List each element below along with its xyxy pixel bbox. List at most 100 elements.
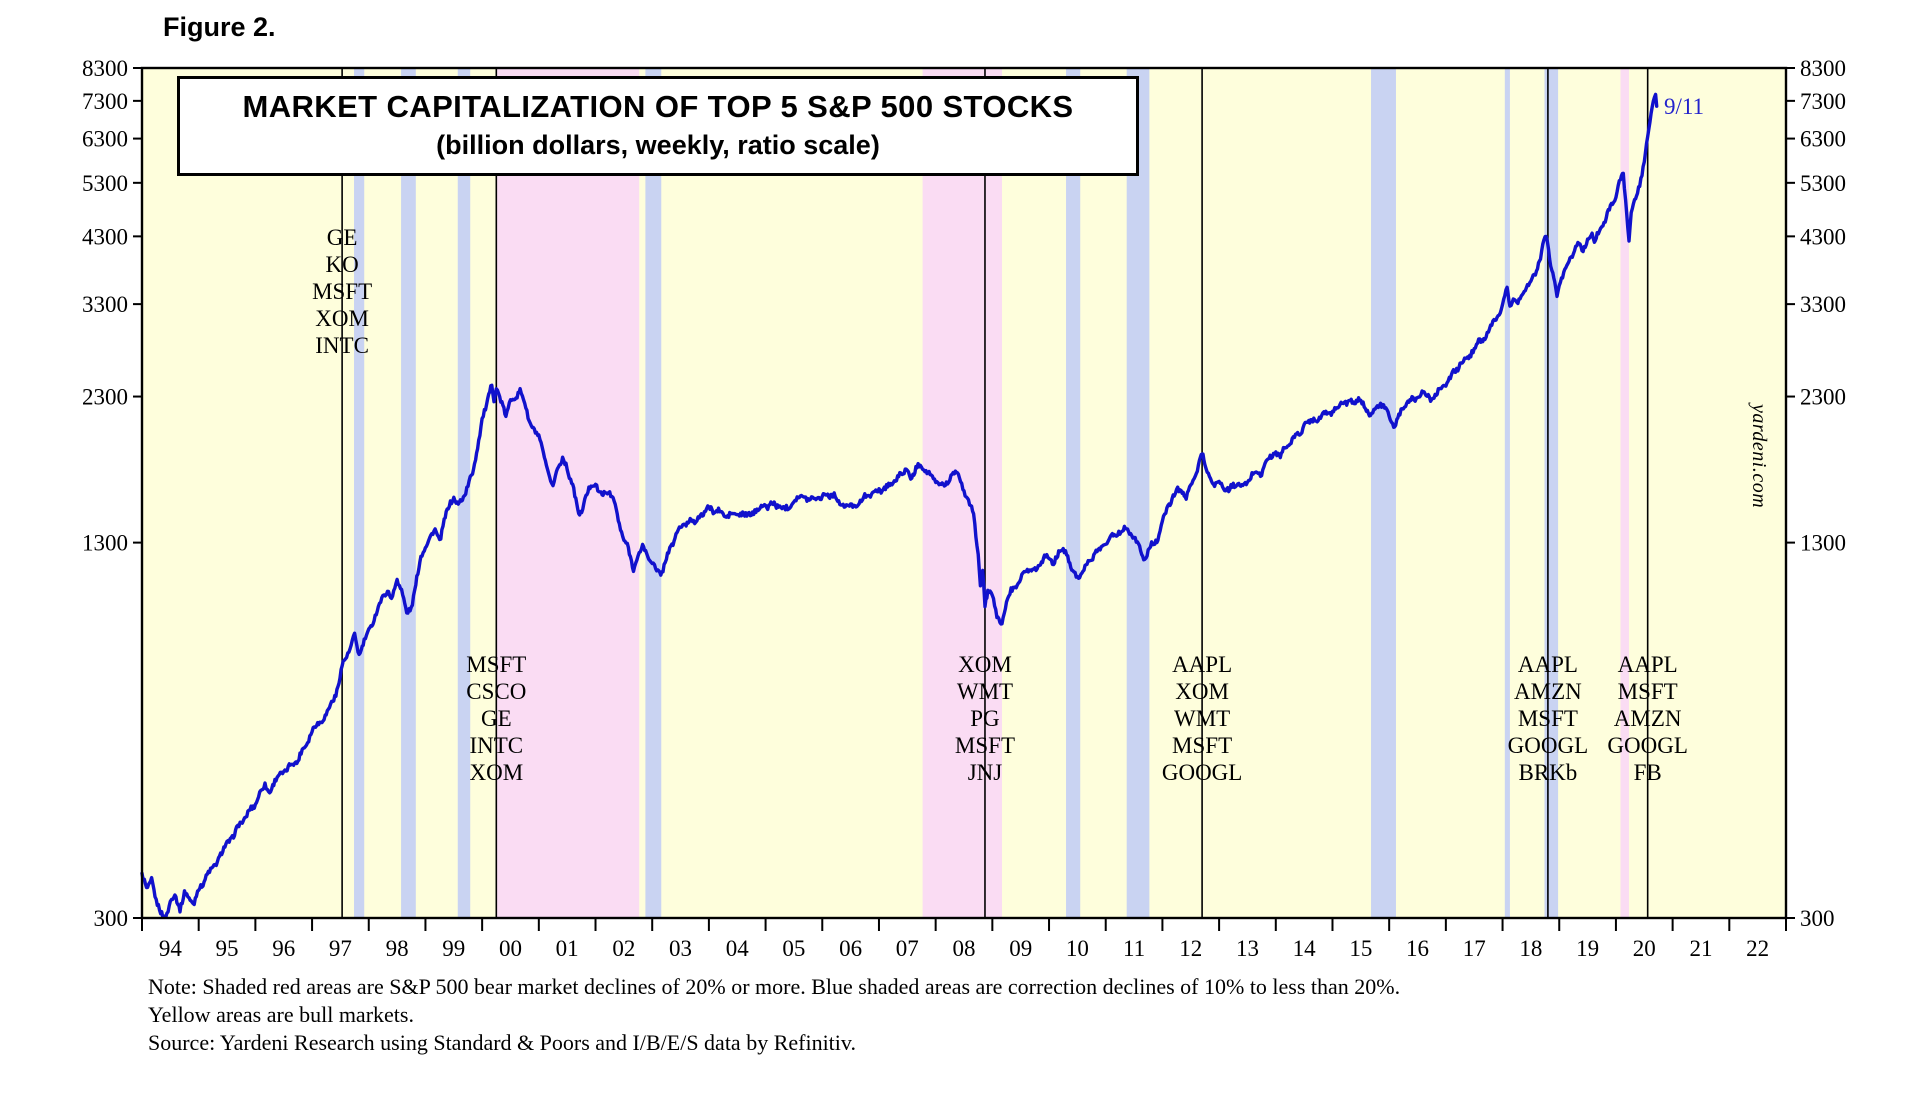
top5-ticker-label: MSFT — [955, 733, 1015, 758]
top5-ticker-label: AMZN — [1614, 706, 1682, 731]
top5-ticker-label: XOM — [469, 760, 523, 785]
x-axis-year-label: 15 — [1349, 936, 1372, 961]
top5-ticker-label: INTC — [469, 733, 523, 758]
chart-title-box: MARKET CAPITALIZATION OF TOP 5 S&P 500 S… — [177, 76, 1139, 176]
footnotes: Note: Shaded red areas are S&P 500 bear … — [148, 973, 1400, 1057]
top5-ticker-label: MSFT — [1518, 706, 1578, 731]
x-axis-year-label: 98 — [386, 936, 409, 961]
correction-band — [354, 68, 365, 918]
correction-band — [1504, 68, 1510, 918]
top5-ticker-label: WMT — [957, 679, 1013, 704]
bear-market-band — [495, 68, 640, 918]
y-axis-label-right: 6300 — [1800, 127, 1846, 152]
y-axis-label-left: 4300 — [82, 224, 128, 249]
top5-ticker-label: AAPL — [1172, 652, 1232, 677]
x-axis-year-label: 22 — [1746, 936, 1769, 961]
x-axis-year-label: 16 — [1406, 936, 1429, 961]
note-line-2: Yellow areas are bull markets. — [148, 1002, 414, 1027]
top5-ticker-label: INTC — [315, 333, 369, 358]
x-axis-year-label: 03 — [669, 936, 692, 961]
source-line: Source: Yardeni Research using Standard … — [148, 1030, 856, 1055]
top5-ticker-label: GOOGL — [1162, 760, 1243, 785]
y-axis-label-right: 7300 — [1800, 89, 1846, 114]
correction-band — [645, 68, 662, 918]
plot-border — [140, 66, 1788, 920]
x-axis-year-label: 00 — [499, 936, 522, 961]
top5-ticker-label: MSFT — [466, 652, 526, 677]
note-line-1: Note: Shaded red areas are S&P 500 bear … — [148, 974, 1401, 999]
top5-ticker-label: XOM — [958, 652, 1012, 677]
x-axis-year-label: 19 — [1576, 936, 1599, 961]
y-axis-label-right: 4300 — [1800, 224, 1846, 249]
chart-subtitle: (billion dollars, weekly, ratio scale) — [436, 130, 880, 160]
x-axis-year-label: 11 — [1123, 936, 1145, 961]
x-axis-year-label: 14 — [1293, 936, 1317, 961]
y-axis-label-left: 7300 — [82, 89, 128, 114]
x-axis-year-label: 21 — [1689, 936, 1712, 961]
correction-band — [1126, 68, 1150, 918]
x-axis-year-label: 01 — [556, 936, 579, 961]
x-axis-year-label: 06 — [839, 936, 862, 961]
top5-ticker-label: JNJ — [968, 760, 1003, 785]
chart-title: MARKET CAPITALIZATION OF TOP 5 S&P 500 S… — [242, 89, 1074, 124]
correction-band — [1371, 68, 1396, 918]
last-data-date-label: 9/11 — [1664, 94, 1705, 119]
x-axis-year-label: 99 — [442, 936, 465, 961]
x-axis-year-label: 02 — [612, 936, 635, 961]
correction-band — [457, 68, 471, 918]
x-axis-year-label: 18 — [1519, 936, 1542, 961]
top5-ticker-label: FB — [1634, 760, 1662, 785]
correction-band — [401, 68, 416, 918]
correction-band — [1544, 68, 1559, 918]
top5-ticker-label: MSFT — [1172, 733, 1232, 758]
x-axis-year-label: 95 — [216, 936, 239, 961]
x-axis-year-label: 08 — [953, 936, 976, 961]
x-axis-year-label: 97 — [329, 936, 352, 961]
top5-ticker-label: XOM — [315, 306, 369, 331]
top5-ticker-label: BRKb — [1519, 760, 1578, 785]
top5-ticker-label: KO — [325, 252, 358, 277]
y-axis-label-left: 2300 — [82, 385, 128, 410]
x-axis-year-label: 12 — [1179, 936, 1202, 961]
yardeni-watermark: yardeni.com — [1748, 404, 1770, 509]
top5-ticker-label: CSCO — [466, 679, 526, 704]
y-axis-label-right: 3300 — [1800, 292, 1846, 317]
bear-market-band — [1620, 68, 1629, 918]
y-axis-label-left: 300 — [94, 906, 129, 931]
x-axis-year-label: 05 — [782, 936, 805, 961]
top5-ticker-label: XOM — [1175, 679, 1229, 704]
x-axis-year-label: 07 — [896, 936, 919, 961]
bear-market-band — [922, 68, 1002, 918]
y-axis-label-left: 3300 — [82, 292, 128, 317]
y-axis-label-right: 2300 — [1800, 385, 1846, 410]
y-axis-label-left: 6300 — [82, 127, 128, 152]
x-axis-year-label: 20 — [1633, 936, 1656, 961]
y-axis-label-right: 1300 — [1800, 531, 1846, 556]
figure-number-label: Figure 2. — [163, 12, 276, 42]
top5-ticker-label: AAPL — [1618, 652, 1678, 677]
x-axis-year-label: 94 — [159, 936, 183, 961]
top5-ticker-label: GE — [327, 225, 358, 250]
top5-ticker-label: MSFT — [312, 279, 372, 304]
x-axis-year-label: 96 — [272, 936, 295, 961]
top5-ticker-label: PG — [970, 706, 999, 731]
x-axis-year-label: 09 — [1009, 936, 1032, 961]
y-axis-label-left: 8300 — [82, 56, 128, 81]
y-axis-label-right: 300 — [1800, 906, 1835, 931]
y-axis-label-left: 5300 — [82, 171, 128, 196]
top5-ticker-label: MSFT — [1618, 679, 1678, 704]
x-axis-year-label: 04 — [726, 936, 750, 961]
x-axis-year-label: 10 — [1066, 936, 1089, 961]
y-axis-label-right: 5300 — [1800, 171, 1846, 196]
top5-ticker-label: AAPL — [1518, 652, 1578, 677]
top5-ticker-label: AMZN — [1514, 679, 1582, 704]
top5-ticker-label: WMT — [1174, 706, 1230, 731]
y-axis-label-left: 1300 — [82, 531, 128, 556]
top5-ticker-label: GOOGL — [1508, 733, 1589, 758]
market-cap-line — [140, 92, 1659, 919]
correction-band — [1066, 68, 1081, 918]
x-axis-year-label: 13 — [1236, 936, 1259, 961]
x-axis-year-label: 17 — [1463, 936, 1486, 961]
